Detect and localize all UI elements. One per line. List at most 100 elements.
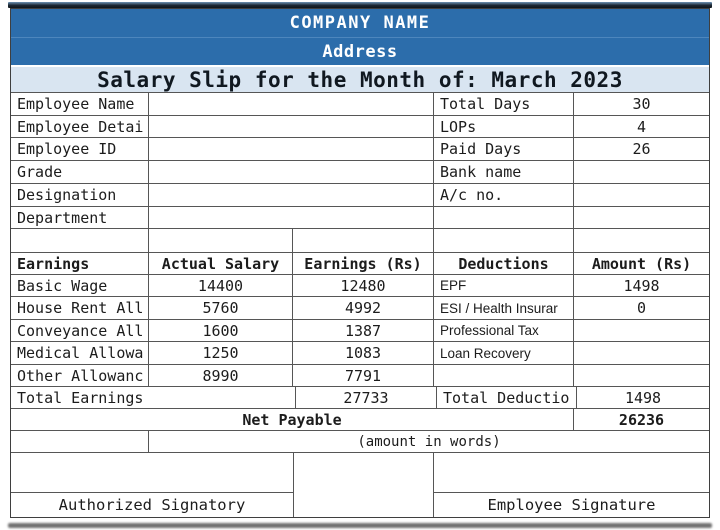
bottom-shadow-bar — [8, 523, 712, 528]
earned-value: 7791 — [293, 365, 434, 386]
signature-block: Authorized Signatory Employee Signature — [11, 453, 709, 517]
company-address: Address — [322, 41, 398, 62]
blank-cell — [574, 229, 709, 252]
info-label: Total Days — [434, 93, 574, 115]
salary-table-row: Conveyance All 1600 1387 Professional Ta… — [11, 320, 709, 342]
actual-salary-header: Actual Salary — [149, 253, 293, 274]
employee-signature-area: Employee Signature — [434, 453, 709, 517]
info-value — [149, 161, 434, 183]
total-earnings-value: 27733 — [296, 387, 437, 408]
amount-in-words-row: (amount in words) — [11, 431, 709, 453]
info-value — [149, 138, 434, 160]
info-value — [574, 184, 709, 206]
info-label: Paid Days — [434, 138, 574, 160]
net-payable-value: 26236 — [618, 410, 665, 429]
info-label: Department — [11, 207, 149, 228]
deduction-label: ESI / Health Insurar — [434, 297, 574, 319]
header-gap — [11, 65, 709, 67]
salary-table-row: Medical Allowa 1250 1083 Loan Recovery — [11, 342, 709, 365]
deduction-label: EPF — [434, 275, 574, 296]
total-earnings-label: Total Earnings — [11, 387, 296, 408]
info-label: Designation — [11, 184, 149, 206]
deduction-amount — [574, 342, 709, 364]
deduction-amount — [574, 365, 709, 386]
slip-title-row: Salary Slip for the Month of: March 2023 — [11, 67, 709, 93]
middle-blank-cell — [294, 453, 434, 517]
info-label: Employee Detai — [11, 116, 149, 137]
deduction-label — [434, 365, 574, 386]
employee-signature-label: Employee Signature — [487, 496, 656, 514]
blank-cell — [149, 229, 293, 252]
earning-label: Medical Allowa — [11, 342, 149, 364]
net-payable-row: Net Payable 26236 — [11, 409, 709, 431]
earnings-rs-header: Earnings (Rs) — [293, 253, 434, 274]
deduction-label: Professional Tax — [434, 320, 574, 341]
company-name: COMPANY NAME — [289, 13, 431, 33]
earned-value: 12480 — [293, 275, 434, 296]
salary-slip-sheet: COMPANY NAME Address Salary Slip for the… — [10, 8, 710, 518]
total-deductions-label: Total Deductio — [437, 387, 577, 408]
deductions-header: Deductions — [434, 253, 574, 274]
salary-table-header-row: Earnings Actual Salary Earnings (Rs) Ded… — [11, 253, 709, 275]
salary-table-row: Basic Wage 14400 12480 EPF 1498 — [11, 275, 709, 297]
blank-cell — [434, 229, 574, 252]
top-border-bar — [8, 2, 712, 8]
blank-cell — [293, 229, 434, 252]
amount-rs-header: Amount (Rs) — [591, 254, 692, 273]
deduction-amount: 0 — [636, 299, 647, 317]
salary-table-row: House Rent All 5760 4992 ESI / Health In… — [11, 297, 709, 320]
employee-info-row: Employee ID Paid Days 26 — [11, 138, 709, 161]
company-name-row: COMPANY NAME — [11, 9, 709, 38]
actual-salary-value: 5760 — [149, 297, 293, 319]
slip-title: Salary Slip for the Month of: March 2023 — [97, 67, 623, 92]
address-row: Address — [11, 38, 709, 65]
signature-space — [434, 453, 709, 493]
info-value — [149, 184, 434, 206]
earnings-header: Earnings — [11, 253, 149, 274]
info-label: Bank name — [434, 161, 574, 183]
signature-space — [11, 453, 293, 493]
employee-info-row: Employee Detai LOPs 4 — [11, 116, 709, 138]
actual-salary-value: 8990 — [149, 365, 293, 386]
info-label: Employee Name — [11, 93, 149, 115]
info-value: 30 — [632, 95, 651, 113]
deduction-label: Loan Recovery — [434, 342, 574, 364]
deduction-amount: 1498 — [623, 276, 660, 295]
actual-salary-value: 14400 — [149, 275, 293, 296]
authorized-signatory-label: Authorized Signatory — [58, 496, 246, 514]
deduction-amount — [574, 320, 709, 341]
employee-info-row: Grade Bank name — [11, 161, 709, 184]
earned-value: 1083 — [293, 342, 434, 364]
net-payable-label: Net Payable — [11, 409, 574, 430]
info-value — [149, 116, 434, 137]
info-label: Employee ID — [11, 138, 149, 160]
earning-label: Conveyance All — [11, 320, 149, 341]
actual-salary-value: 1600 — [149, 320, 293, 341]
info-label: A/c no. — [434, 184, 574, 206]
info-value — [574, 161, 709, 183]
earned-value: 4992 — [293, 297, 434, 319]
earned-value: 1387 — [293, 320, 434, 341]
employee-info-row: Department — [11, 207, 709, 229]
salary-table-row: Other Allowanc 8990 7791 — [11, 365, 709, 387]
totals-row: Total Earnings 27733 Total Deductio 1498 — [11, 387, 709, 409]
blank-cell — [11, 229, 149, 252]
earning-label: House Rent All — [11, 297, 149, 319]
info-value — [574, 207, 709, 228]
employee-info-row: Employee Name Total Days 30 — [11, 93, 709, 116]
info-label: Grade — [11, 161, 149, 183]
authorized-signatory-area: Authorized Signatory — [11, 453, 294, 517]
earning-label: Basic Wage — [11, 275, 149, 296]
info-label: LOPs — [434, 116, 574, 137]
actual-salary-value: 1250 — [149, 342, 293, 364]
blank-row — [11, 229, 709, 253]
amount-in-words: (amount in words) — [357, 433, 501, 450]
employee-info-row: Designation A/c no. — [11, 184, 709, 207]
info-label — [434, 207, 574, 228]
total-deductions-value: 1498 — [624, 388, 662, 407]
info-value: 4 — [636, 117, 647, 136]
info-value — [149, 93, 434, 115]
blank-cell — [11, 431, 149, 452]
earning-label: Other Allowanc — [11, 365, 149, 386]
